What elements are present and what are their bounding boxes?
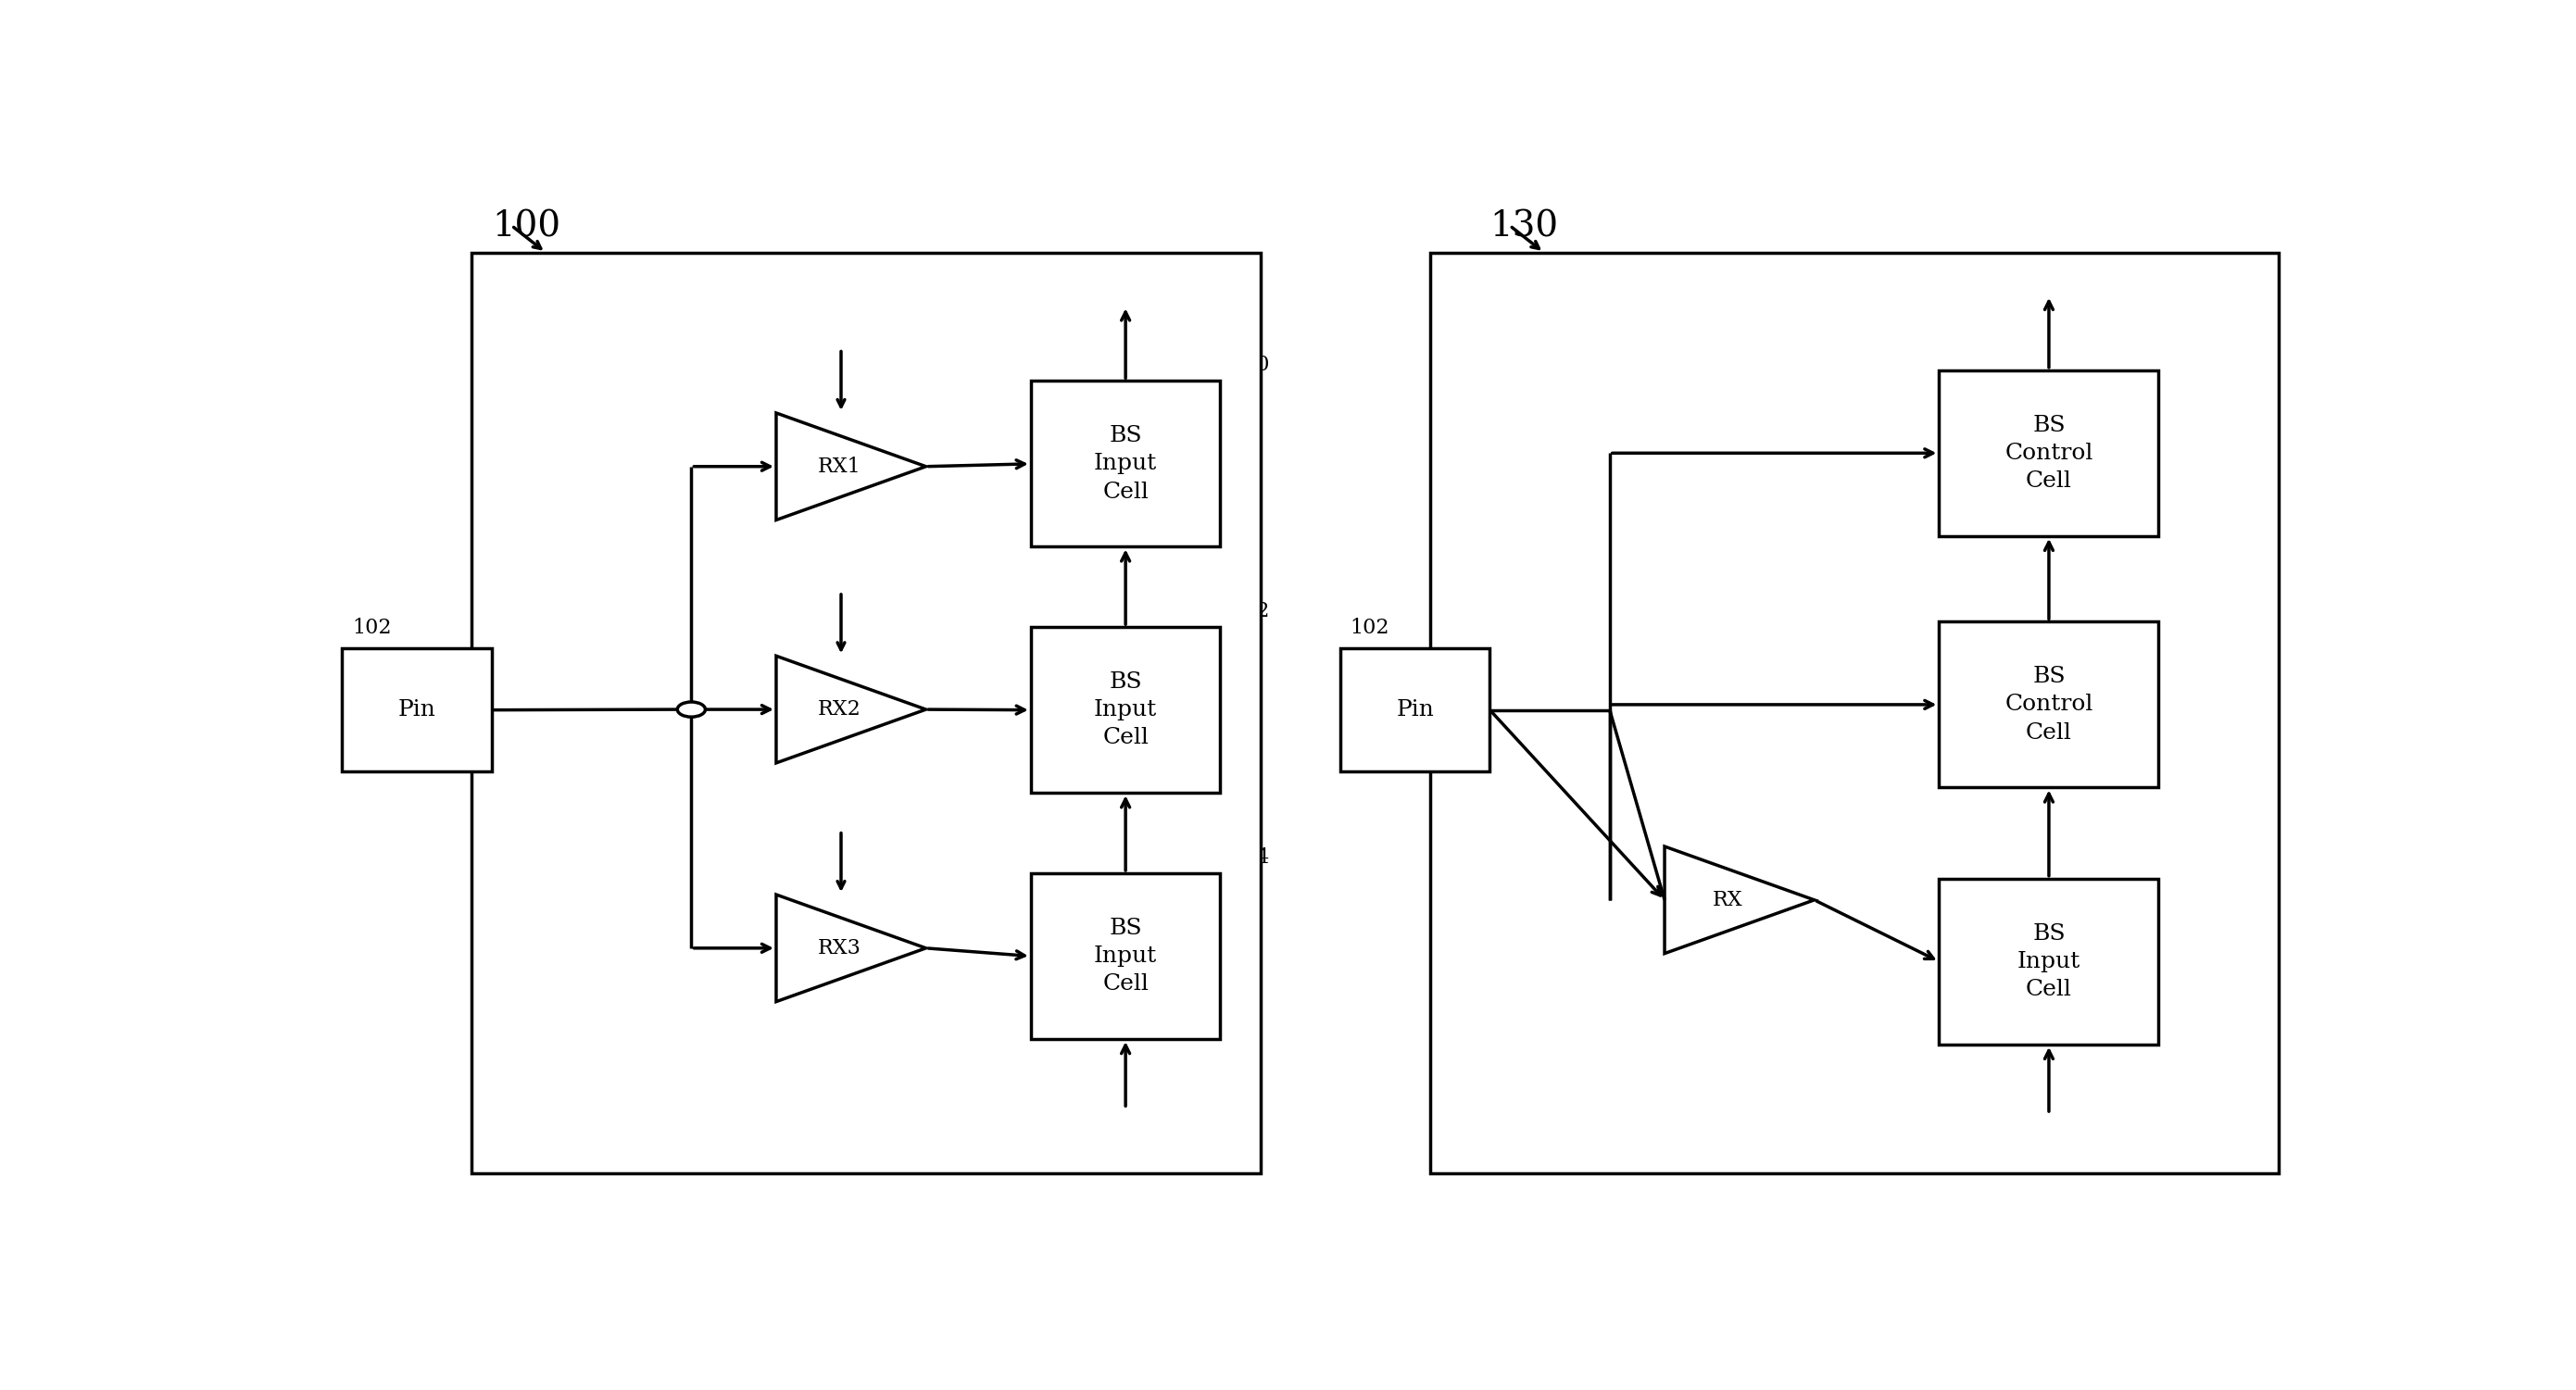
Text: 100: 100 — [492, 210, 562, 243]
Text: 136: 136 — [2169, 345, 2208, 364]
Bar — [1340, 648, 1489, 771]
Bar — [1940, 370, 2159, 537]
Text: 102: 102 — [1350, 617, 1388, 638]
Text: 132: 132 — [1795, 959, 1834, 979]
Bar — [1430, 253, 2277, 1173]
Bar — [1030, 627, 1221, 792]
Text: BS
Input
Cell: BS Input Cell — [1095, 917, 1157, 995]
Text: BS
Input
Cell: BS Input Cell — [1095, 425, 1157, 502]
Text: BS
Control
Cell: BS Control Cell — [2004, 666, 2094, 744]
Text: 29: 29 — [1141, 1109, 1167, 1129]
Text: 106: 106 — [907, 769, 945, 788]
Text: Pin: Pin — [397, 699, 435, 720]
Text: 104: 104 — [907, 525, 945, 546]
Text: RX2: RX2 — [817, 699, 860, 720]
Bar — [1030, 873, 1221, 1040]
Text: RX: RX — [1713, 890, 1741, 910]
Bar — [343, 648, 492, 771]
Text: 114: 114 — [1231, 848, 1270, 867]
Text: 108: 108 — [907, 1006, 945, 1027]
Text: RX1: RX1 — [817, 456, 860, 477]
Text: T2: T2 — [827, 566, 855, 587]
Text: 138: 138 — [2169, 596, 2208, 616]
Circle shape — [677, 702, 706, 717]
Text: 112: 112 — [1231, 602, 1270, 621]
Text: BS
Input
Cell: BS Input Cell — [1095, 671, 1157, 749]
Text: Pin: Pin — [1396, 699, 1435, 720]
Text: BS
Control
Cell: BS Control Cell — [2004, 414, 2094, 492]
Text: 130: 130 — [1489, 210, 1558, 243]
Bar — [1030, 381, 1221, 546]
Text: T1: T1 — [827, 322, 855, 343]
Text: RX3: RX3 — [817, 938, 860, 958]
Text: 29: 29 — [2066, 1113, 2092, 1134]
Text: 102: 102 — [353, 617, 392, 638]
Bar — [471, 253, 1260, 1173]
Text: 110: 110 — [1231, 354, 1270, 375]
Bar — [1940, 878, 2159, 1044]
Text: BS
Input
Cell: BS Input Cell — [2017, 923, 2081, 1001]
Bar — [1940, 621, 2159, 788]
Text: T3: T3 — [827, 805, 855, 826]
Text: 134: 134 — [2169, 853, 2208, 873]
